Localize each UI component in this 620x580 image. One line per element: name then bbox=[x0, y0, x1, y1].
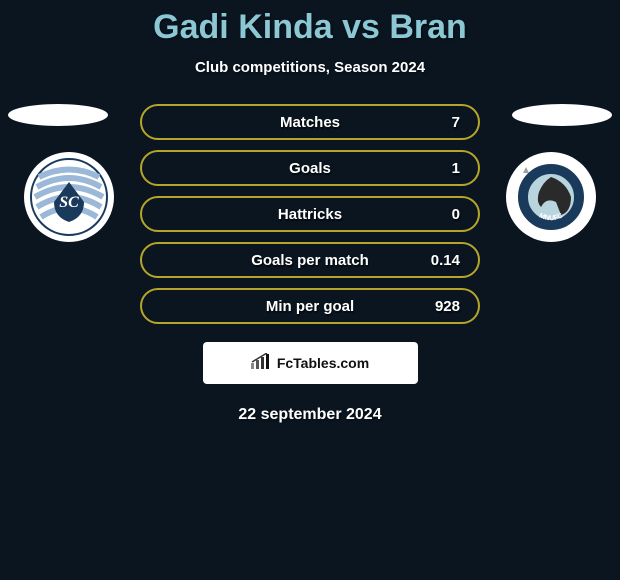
stat-value: 7 bbox=[452, 114, 460, 131]
stat-value: 1 bbox=[452, 160, 460, 177]
stat-value: 928 bbox=[435, 298, 460, 315]
stat-row: Goals per match 0.14 bbox=[140, 242, 480, 278]
ellipse-left bbox=[8, 104, 108, 126]
team-badge-right: MNUFC bbox=[506, 152, 596, 242]
stat-label: Matches bbox=[280, 114, 340, 131]
chart-icon bbox=[251, 353, 271, 374]
ellipse-right bbox=[512, 104, 612, 126]
stat-row: Goals 1 bbox=[140, 150, 480, 186]
svg-text:SC: SC bbox=[59, 194, 79, 211]
stat-row: Matches 7 bbox=[140, 104, 480, 140]
stat-value: 0.14 bbox=[431, 252, 460, 269]
fctables-text: FcTables.com bbox=[277, 355, 369, 371]
page-title: Gadi Kinda vs Bran bbox=[0, 8, 620, 47]
fctables-branding: FcTables.com bbox=[203, 342, 418, 384]
date-text: 22 september 2024 bbox=[0, 406, 620, 424]
stat-label: Goals bbox=[289, 160, 331, 177]
stat-row: Hattricks 0 bbox=[140, 196, 480, 232]
subtitle: Club competitions, Season 2024 bbox=[0, 59, 620, 76]
stat-label: Goals per match bbox=[251, 252, 369, 269]
stats-list: Matches 7 Goals 1 Hattricks 0 Goals per … bbox=[140, 104, 480, 334]
team-badge-left: SC bbox=[24, 152, 114, 242]
stat-label: Hattricks bbox=[278, 206, 342, 223]
stat-label: Min per goal bbox=[266, 298, 354, 315]
stat-value: 0 bbox=[452, 206, 460, 223]
stat-row: Min per goal 928 bbox=[140, 288, 480, 324]
